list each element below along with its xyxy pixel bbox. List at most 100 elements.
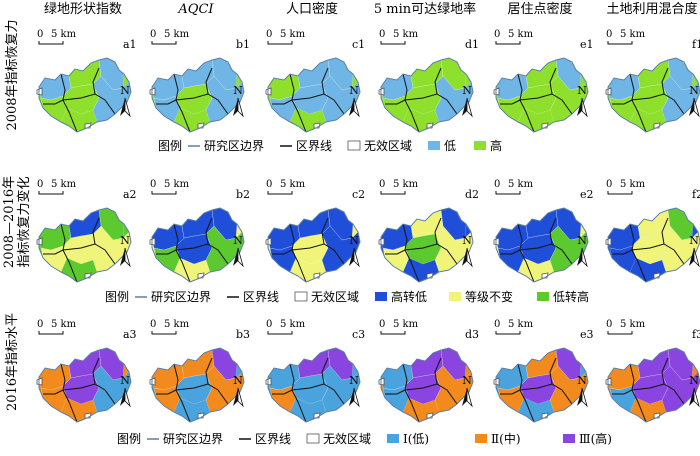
legend-class-label: 低转高 — [553, 289, 589, 304]
map-body — [265, 207, 361, 283]
map-patch — [212, 348, 237, 380]
legend-class-label: Ⅰ(低) — [403, 432, 429, 446]
north-arrow-left — [689, 98, 694, 116]
panel-label: d2 — [465, 188, 479, 201]
legend-class-swatch — [563, 434, 575, 443]
patch-edge — [175, 373, 213, 405]
legend-class-swatch — [475, 434, 487, 443]
legend: 图例 研究区边界 区界线 无效区域 高转低 等级不变 低转高 — [105, 289, 589, 304]
scale-bar-label: 5 km — [280, 29, 306, 40]
map-patch — [632, 374, 668, 404]
scale-bar-zero: 0 — [606, 319, 612, 330]
scale-bar: 0 5 km — [266, 179, 306, 195]
north-arrow-right — [466, 247, 473, 268]
north-arrow-right — [237, 97, 244, 118]
district-line — [612, 389, 633, 395]
map-body — [378, 57, 474, 133]
north-arrow-left — [689, 388, 694, 406]
map-patch — [550, 366, 588, 412]
legend-boundary-label: 研究区边界 — [204, 138, 264, 153]
legend: 图例 研究区边界 区界线 无效区域 低 高 — [158, 138, 502, 153]
column-title: AQCI — [177, 2, 214, 17]
panel-label: c2 — [352, 188, 365, 201]
legend-class-swatch — [375, 292, 387, 301]
study-boundary — [495, 57, 589, 133]
map-patch — [662, 76, 700, 122]
map-panel: 0 5 km d2 N — [378, 179, 479, 283]
north-arrow-icon: N — [120, 374, 131, 408]
row-title: 2008年指标恢复力 — [5, 19, 20, 130]
north-arrow-right — [353, 97, 360, 118]
panel-label: c1 — [352, 38, 365, 51]
north-arrow-icon: N — [689, 234, 700, 268]
map-patch — [662, 226, 700, 272]
panel-label: d3 — [465, 328, 479, 341]
map-patch — [632, 234, 668, 264]
scale-bar-line — [267, 191, 293, 195]
north-arrow-icon: N — [689, 84, 700, 118]
map-patch — [435, 76, 473, 122]
north-arrow-left — [233, 98, 238, 116]
north-label: N — [689, 374, 699, 387]
north-arrow-icon: N — [233, 234, 244, 268]
panel-label: d1 — [465, 38, 479, 51]
district-line — [661, 67, 669, 95]
map-patch — [63, 234, 99, 264]
scale-bar: 0 5 km — [37, 29, 77, 45]
north-arrow-icon: N — [233, 84, 244, 118]
north-arrow-right — [581, 97, 588, 118]
study-boundary — [38, 347, 132, 423]
scale-bar-zero: 0 — [494, 29, 500, 40]
north-label: N — [120, 374, 130, 387]
scale-bar-line — [607, 41, 633, 45]
scale-bar: 0 5 km — [606, 179, 646, 195]
district-line — [500, 249, 521, 255]
map-patch — [328, 348, 353, 380]
map-body — [149, 207, 245, 283]
map-panel: 0 5 km f3 N — [605, 319, 700, 423]
map-body — [605, 57, 700, 133]
district-line — [205, 67, 213, 95]
study-boundary — [607, 207, 700, 283]
legend-boundary-label: 研究区边界 — [163, 431, 223, 446]
north-arrow-icon: N — [349, 234, 360, 268]
patch-edge — [404, 373, 442, 405]
scale-bar-line — [38, 41, 64, 45]
north-arrow-left — [233, 248, 238, 266]
north-arrow-left — [577, 98, 582, 116]
north-arrow-right — [693, 247, 700, 268]
map-body — [265, 57, 361, 133]
scale-bar-line — [267, 41, 293, 45]
district-line — [92, 357, 100, 385]
north-arrow-left — [349, 248, 354, 266]
map-panel: 0 5 km c1 N — [265, 29, 365, 133]
district-line — [205, 217, 213, 245]
north-arrow-left — [462, 388, 467, 406]
map-patch — [292, 84, 328, 114]
panel-label: b1 — [236, 38, 250, 51]
map-patch — [610, 386, 636, 412]
legend-title: 图例 — [105, 290, 129, 304]
legend-title: 图例 — [158, 139, 182, 153]
scale-bar-line — [380, 191, 406, 195]
scale-bar-label: 5 km — [164, 319, 190, 330]
legend-invalid-swatch — [294, 291, 308, 302]
map-body — [493, 207, 589, 283]
north-label: N — [462, 84, 472, 97]
map-body — [378, 347, 474, 423]
map-patch — [328, 58, 353, 90]
district-line — [156, 99, 177, 105]
map-patch — [328, 208, 353, 240]
north-arrow-left — [233, 388, 238, 406]
legend-class-label: 高转低 — [391, 289, 427, 304]
scale-bar-zero: 0 — [150, 179, 156, 190]
district-line — [549, 357, 557, 385]
row-title: 2016年指标水平 — [5, 313, 20, 411]
map-patch — [441, 348, 466, 380]
scale-bar-zero: 0 — [266, 319, 272, 330]
north-arrow-right — [353, 247, 360, 268]
legend-class-swatch — [537, 292, 549, 301]
row-title: 指标恢复力变化 — [16, 176, 32, 267]
north-arrow-icon: N — [462, 234, 473, 268]
column-title: 5 min可达绿地率 — [374, 1, 476, 17]
